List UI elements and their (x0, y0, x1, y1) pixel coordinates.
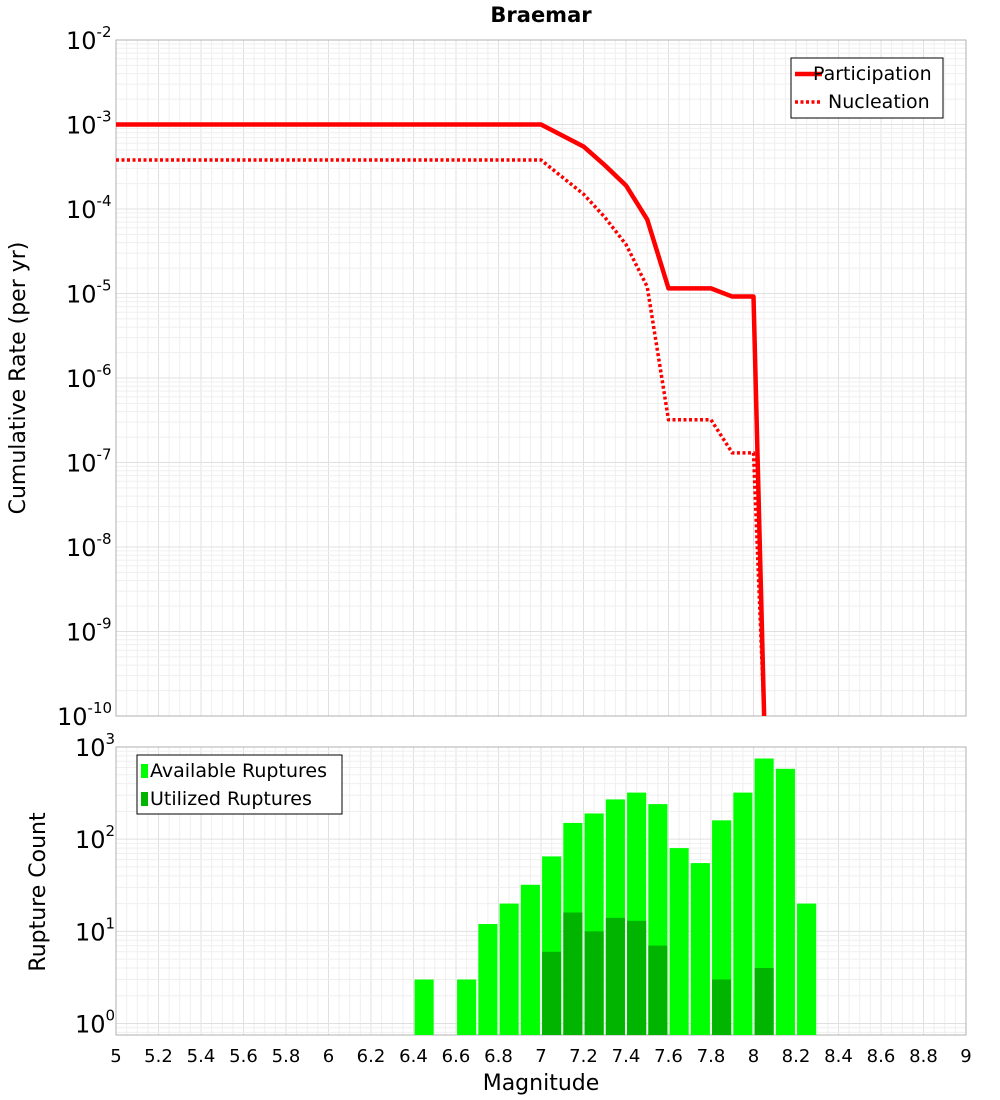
bar-utilized-ruptures (754, 967, 774, 1035)
bar-utilized-ruptures (584, 931, 604, 1035)
bar-utilized-ruptures (542, 951, 562, 1035)
bottom-plot-border (115, 746, 967, 1036)
top-y-axis-label: Cumulative Rate (per yr) (6, 242, 31, 515)
x-tick-label: 5.4 (187, 1046, 216, 1067)
bar-available-ruptures (690, 863, 710, 1035)
x-tick-label: 7.8 (697, 1046, 726, 1067)
bar-available-ruptures (457, 979, 477, 1035)
x-tick-label: 6 (323, 1046, 334, 1067)
legend-label-nucleation: Nucleation (828, 91, 930, 113)
top-y-tick-label: 10-3 (66, 108, 112, 140)
x-tick-label: 5 (110, 1046, 121, 1067)
series-line-nucleation (116, 158, 766, 716)
bar-utilized-ruptures (605, 917, 625, 1035)
bars-utilized-ruptures (542, 912, 774, 1035)
bottom-y-tick-label: 101 (75, 914, 115, 946)
x-tick-label: 8.4 (824, 1046, 853, 1067)
bottom-y-tick-label: 100 (75, 1006, 115, 1038)
x-tick-label: 6.8 (484, 1046, 513, 1067)
x-tick-label: 7.2 (569, 1046, 598, 1067)
x-tick-label: 5.6 (229, 1046, 258, 1067)
series-line-participation (116, 122, 767, 716)
x-tick-label: 6.4 (399, 1046, 428, 1067)
bar-available-ruptures (478, 924, 498, 1035)
bar-available-ruptures (499, 903, 519, 1035)
bar-available-ruptures (669, 848, 689, 1035)
bar-utilized-ruptures (627, 920, 647, 1035)
bottom-legend: Available Ruptures Utilized Ruptures (136, 754, 343, 815)
bar-available-ruptures (775, 768, 795, 1035)
legend-label-participation: Participation (813, 63, 932, 85)
bar-available-ruptures (797, 903, 817, 1035)
bottom-y-axis-label: Rupture Count (26, 812, 51, 972)
legend-label-utilized-ruptures: Utilized Ruptures (150, 788, 312, 810)
top-y-tick-label: 10-2 (66, 23, 112, 55)
top-plot-border (115, 39, 967, 717)
top-grid (115, 39, 967, 717)
x-tick-label: 8.8 (909, 1046, 938, 1067)
bar-utilized-ruptures (648, 945, 668, 1035)
bar-available-ruptures (520, 884, 540, 1035)
legend-swatch-available-ruptures (141, 764, 148, 778)
top-y-tick-label: 10-10 (57, 699, 112, 731)
bar-available-ruptures (414, 979, 434, 1035)
x-tick-label: 6.6 (442, 1046, 471, 1067)
x-tick-label: 8.6 (867, 1046, 896, 1067)
top-y-tick-label: 10-7 (66, 446, 112, 478)
top-y-tick-label: 10-5 (66, 277, 112, 309)
bar-available-ruptures (754, 758, 774, 1035)
x-tick-label: 7.4 (612, 1046, 641, 1067)
bottom-y-tick-label: 102 (75, 822, 115, 854)
top-y-tick-label: 10-8 (66, 530, 112, 562)
x-tick-label: 8.2 (782, 1046, 811, 1067)
x-axis-label: Magnitude (483, 1071, 600, 1096)
top-y-tick-label: 10-4 (66, 192, 112, 224)
bar-utilized-ruptures (712, 979, 732, 1035)
top-y-tick-label: 10-6 (66, 361, 112, 393)
bottom-y-tick-label: 103 (75, 730, 115, 762)
x-tick-label: 7.6 (654, 1046, 683, 1067)
bottom-legend-box (136, 754, 343, 815)
bar-utilized-ruptures (563, 912, 583, 1035)
x-tick-label: 5.2 (144, 1046, 173, 1067)
x-tick-label: 6.2 (357, 1046, 386, 1067)
x-tick-label: 5.8 (272, 1046, 301, 1067)
top-y-tick-label: 10-9 (66, 615, 112, 647)
x-tick-label: 8 (748, 1046, 759, 1067)
bar-available-ruptures (733, 792, 753, 1035)
x-tick-label: 9 (960, 1046, 971, 1067)
top-legend-box (790, 57, 944, 119)
chart-title: Braemar (490, 3, 592, 27)
bars-available-ruptures (414, 758, 817, 1035)
x-tick-label: 7 (535, 1046, 546, 1067)
legend-label-available-ruptures: Available Ruptures (150, 760, 327, 782)
legend-swatch-utilized-ruptures (141, 792, 148, 806)
top-legend: Participation Nucleation (790, 57, 944, 119)
